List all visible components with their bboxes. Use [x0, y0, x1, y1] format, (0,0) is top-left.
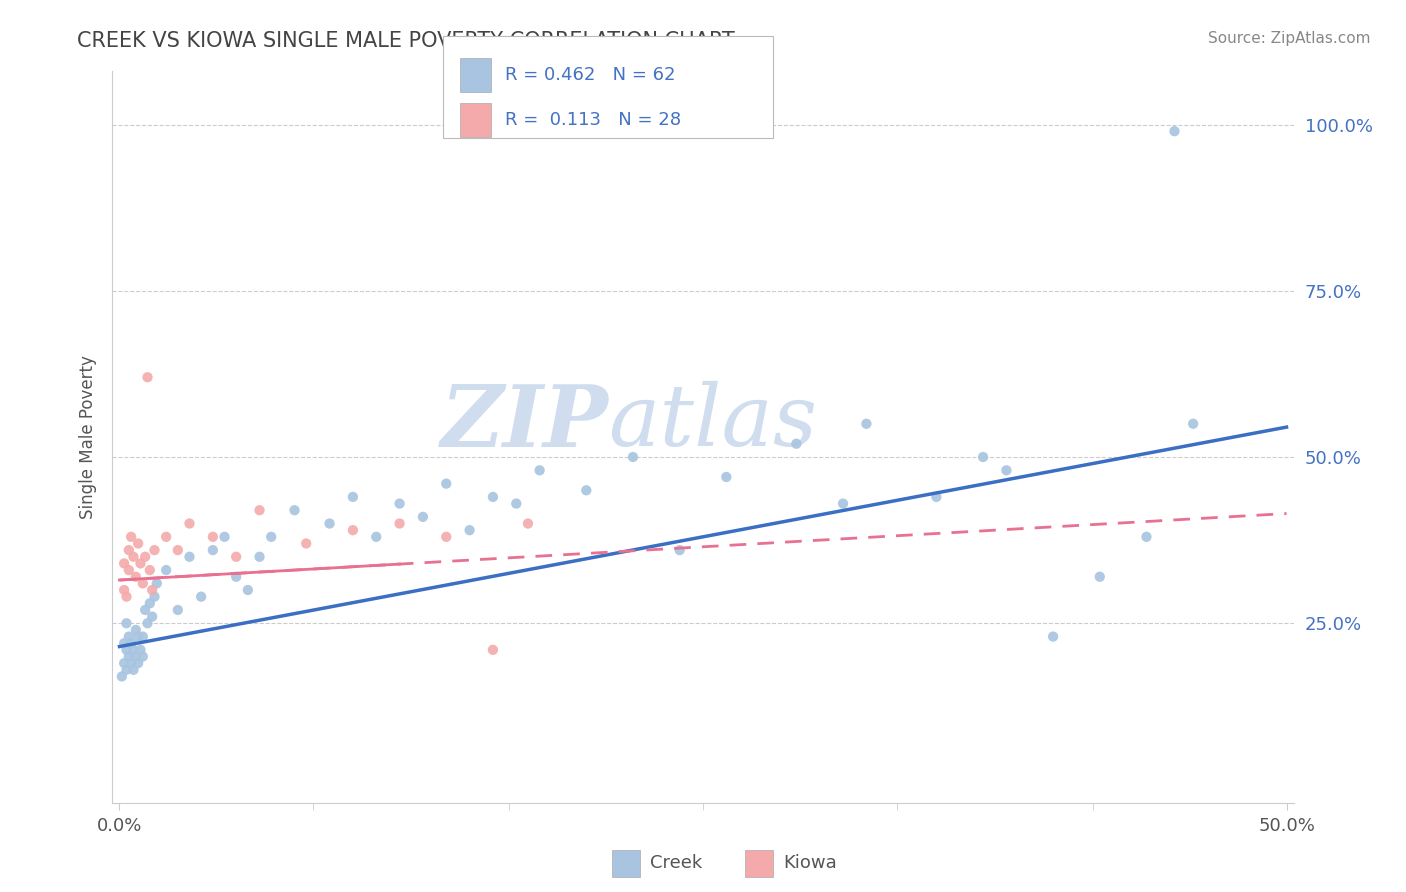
Point — [201, 543, 224, 558]
Point — [118, 563, 141, 577]
Point — [139, 596, 162, 610]
Point — [139, 563, 162, 577]
Point — [225, 549, 247, 564]
Point — [127, 630, 149, 644]
Point — [201, 530, 224, 544]
Point — [214, 530, 236, 544]
Point — [112, 636, 135, 650]
Point — [134, 603, 156, 617]
Point — [166, 543, 188, 558]
Point — [668, 543, 690, 558]
Point — [118, 649, 141, 664]
Text: atlas: atlas — [609, 381, 818, 464]
Point — [122, 663, 145, 677]
Point — [132, 630, 155, 644]
Point — [529, 463, 551, 477]
Point — [458, 523, 481, 537]
Point — [412, 509, 434, 524]
Point — [143, 543, 166, 558]
Point — [575, 483, 598, 498]
Point — [136, 616, 159, 631]
Point — [236, 582, 259, 597]
Point — [388, 497, 411, 511]
Point — [155, 530, 177, 544]
Point — [716, 470, 738, 484]
Point — [225, 570, 247, 584]
Point — [295, 536, 318, 550]
Point — [972, 450, 994, 464]
Point — [342, 490, 364, 504]
Point — [111, 669, 134, 683]
Point — [179, 516, 201, 531]
Point — [112, 582, 135, 597]
Point — [115, 663, 138, 677]
Point — [283, 503, 305, 517]
Point — [115, 616, 138, 631]
Point — [516, 516, 538, 531]
Point — [122, 643, 145, 657]
Point — [132, 649, 155, 664]
Text: Source: ZipAtlas.com: Source: ZipAtlas.com — [1208, 31, 1371, 46]
Point — [125, 570, 148, 584]
Point — [122, 549, 145, 564]
Point — [995, 463, 1018, 477]
Text: CREEK VS KIOWA SINGLE MALE POVERTY CORRELATION CHART: CREEK VS KIOWA SINGLE MALE POVERTY CORRE… — [77, 31, 735, 51]
Point — [1163, 124, 1185, 138]
Point — [134, 549, 156, 564]
Point — [125, 649, 148, 664]
Point — [120, 656, 142, 670]
Point — [260, 530, 283, 544]
Point — [155, 563, 177, 577]
Point — [112, 656, 135, 670]
Point — [1135, 530, 1157, 544]
Point — [388, 516, 411, 531]
Point — [785, 436, 807, 450]
Point — [132, 576, 155, 591]
Point — [136, 370, 159, 384]
Point — [179, 549, 201, 564]
Point — [112, 557, 135, 571]
Y-axis label: Single Male Poverty: Single Male Poverty — [79, 355, 97, 519]
Point — [129, 557, 152, 571]
Point — [1182, 417, 1205, 431]
Point — [434, 476, 457, 491]
Point — [249, 503, 271, 517]
Point — [342, 523, 364, 537]
Point — [146, 576, 169, 591]
Point — [166, 603, 188, 617]
Point — [127, 536, 149, 550]
Point — [120, 636, 142, 650]
Point — [127, 656, 149, 670]
Point — [141, 582, 163, 597]
Point — [1042, 630, 1064, 644]
Point — [120, 530, 142, 544]
Point — [190, 590, 212, 604]
Point — [482, 490, 505, 504]
Point — [115, 643, 138, 657]
Point — [249, 549, 271, 564]
Text: R = 0.462   N = 62: R = 0.462 N = 62 — [505, 66, 675, 84]
Point — [129, 643, 152, 657]
Text: Kiowa: Kiowa — [783, 855, 837, 872]
Point — [832, 497, 855, 511]
Point — [925, 490, 948, 504]
Text: Creek: Creek — [650, 855, 702, 872]
Point — [115, 590, 138, 604]
Point — [141, 609, 163, 624]
Point — [366, 530, 388, 544]
Point — [118, 543, 141, 558]
Point — [505, 497, 527, 511]
Text: R =  0.113   N = 28: R = 0.113 N = 28 — [505, 111, 681, 128]
Point — [118, 630, 141, 644]
Point — [482, 643, 505, 657]
Point — [125, 623, 148, 637]
Point — [1088, 570, 1111, 584]
Point — [855, 417, 877, 431]
Point — [318, 516, 340, 531]
Text: ZIP: ZIP — [440, 381, 609, 464]
Point — [434, 530, 457, 544]
Point — [143, 590, 166, 604]
Point — [621, 450, 644, 464]
